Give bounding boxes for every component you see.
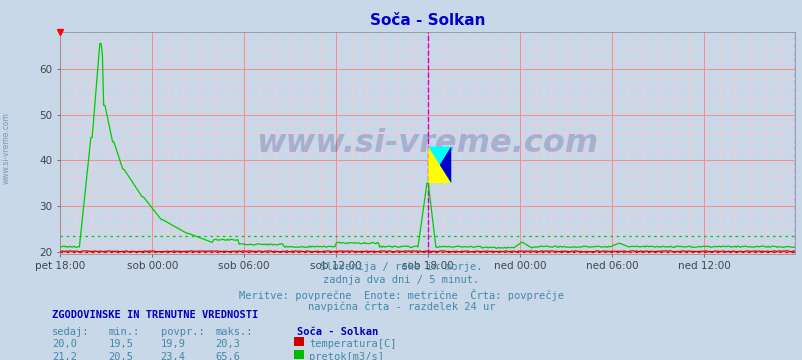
Title: Soča - Solkan: Soča - Solkan [370,13,484,28]
Polygon shape [427,147,451,183]
Text: www.si-vreme.com: www.si-vreme.com [256,127,598,159]
Text: ZGODOVINSKE IN TRENUTNE VREDNOSTI: ZGODOVINSKE IN TRENUTNE VREDNOSTI [52,310,258,320]
Text: maks.:: maks.: [215,327,253,337]
Text: 19,5: 19,5 [108,339,133,349]
Text: 20,0: 20,0 [52,339,77,349]
Polygon shape [439,147,451,183]
Text: 65,6: 65,6 [215,352,240,360]
Text: Soča - Solkan: Soča - Solkan [297,327,378,337]
Text: 20,5: 20,5 [108,352,133,360]
Text: 23,4: 23,4 [160,352,185,360]
Text: pretok[m3/s]: pretok[m3/s] [309,352,383,360]
Text: Meritve: povprečne  Enote: metrične  Črta: povprečje: Meritve: povprečne Enote: metrične Črta:… [239,289,563,301]
Text: Slovenija / reke in morje.: Slovenija / reke in morje. [320,262,482,272]
Text: temperatura[C]: temperatura[C] [309,339,396,349]
Text: navpična črta - razdelek 24 ur: navpična črta - razdelek 24 ur [307,302,495,312]
Text: min.:: min.: [108,327,140,337]
Text: 20,3: 20,3 [215,339,240,349]
Text: povpr.:: povpr.: [160,327,204,337]
Polygon shape [427,147,451,183]
Text: sedaj:: sedaj: [52,327,90,337]
Text: zadnja dva dni / 5 minut.: zadnja dva dni / 5 minut. [323,275,479,285]
Text: 19,9: 19,9 [160,339,185,349]
Text: 21,2: 21,2 [52,352,77,360]
Text: www.si-vreme.com: www.si-vreme.com [2,112,11,184]
